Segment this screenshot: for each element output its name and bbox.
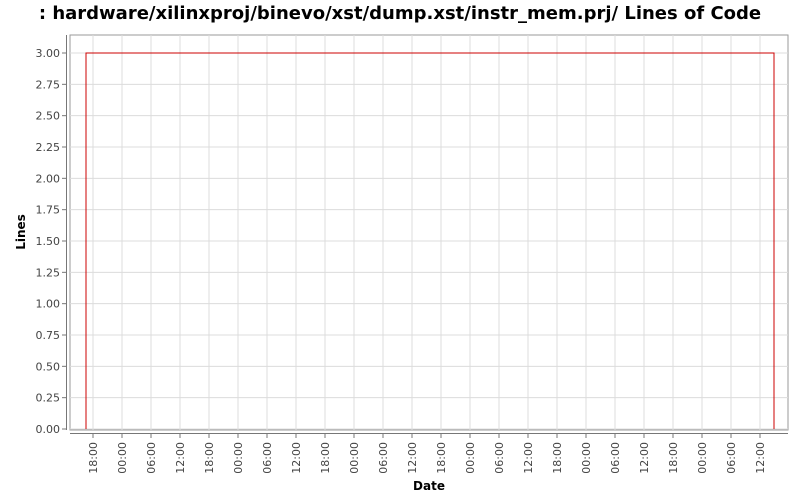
x-tick-label: 18:00 [203, 442, 216, 474]
y-tick-label: 0.75 [36, 329, 61, 342]
x-axis-label: Date [413, 479, 445, 493]
x-tick-label: 00:00 [348, 442, 361, 474]
y-axis-label: Lines [14, 214, 28, 250]
y-axis: 0.00 0.25 0.50 0.75 1.00 1.25 1.50 1.75 2.00 2.25… [36, 35, 67, 436]
x-tick-label: 00:00 [232, 442, 245, 474]
x-tick-label: 12:00 [406, 442, 419, 474]
x-tick-label: 18:00 [87, 442, 100, 474]
y-tick-label: 0.25 [36, 392, 61, 405]
x-tick-label: 12:00 [290, 442, 303, 474]
y-tick-label: 2.00 [36, 172, 61, 185]
y-tick-label: 1.25 [36, 266, 61, 279]
x-tick-label: 06:00 [725, 442, 738, 474]
y-tick-label: 1.50 [36, 235, 61, 248]
x-tick-label: 12:00 [638, 442, 651, 474]
y-tick-label: 2.25 [36, 141, 61, 154]
series-line [85, 52, 775, 429]
y-tick-label: 2.75 [36, 78, 61, 91]
x-tick-label: 18:00 [667, 442, 680, 474]
plot-background [69, 34, 789, 431]
x-tick-label: 12:00 [174, 442, 187, 474]
x-tick-label: 12:00 [522, 442, 535, 474]
x-tick-label: 06:00 [493, 442, 506, 474]
x-tick-label: 00:00 [464, 442, 477, 474]
x-tick-label: 18:00 [435, 442, 448, 474]
x-tick-label: 06:00 [261, 442, 274, 474]
x-tick-label: 00:00 [580, 442, 593, 474]
y-tick-label: 3.00 [36, 47, 61, 60]
x-tick-label: 18:00 [551, 442, 564, 474]
y-tick-label: 1.75 [36, 204, 61, 217]
x-axis: 18:00 00:00 06:00 12:00 18:00 00:00 06:00 12:00… [70, 433, 788, 474]
x-tick-label: 06:00 [609, 442, 622, 474]
series-layer [85, 52, 775, 430]
x-tick-label: 18:00 [319, 442, 332, 474]
x-tick-label: 00:00 [116, 442, 129, 474]
x-tick-label: 06:00 [145, 442, 158, 474]
y-tick-label: 1.00 [36, 298, 61, 311]
y-tick-label: 0.00 [36, 423, 61, 436]
chart-title: : hardware/xilinxproj/binevo/xst/dump.xs… [38, 3, 762, 24]
y-tick-label: 0.50 [36, 360, 61, 373]
x-tick-label: 06:00 [377, 442, 390, 474]
y-tick-label: 2.50 [36, 110, 61, 123]
x-tick-label: 12:00 [754, 442, 767, 474]
x-tick-label: 00:00 [696, 442, 709, 474]
